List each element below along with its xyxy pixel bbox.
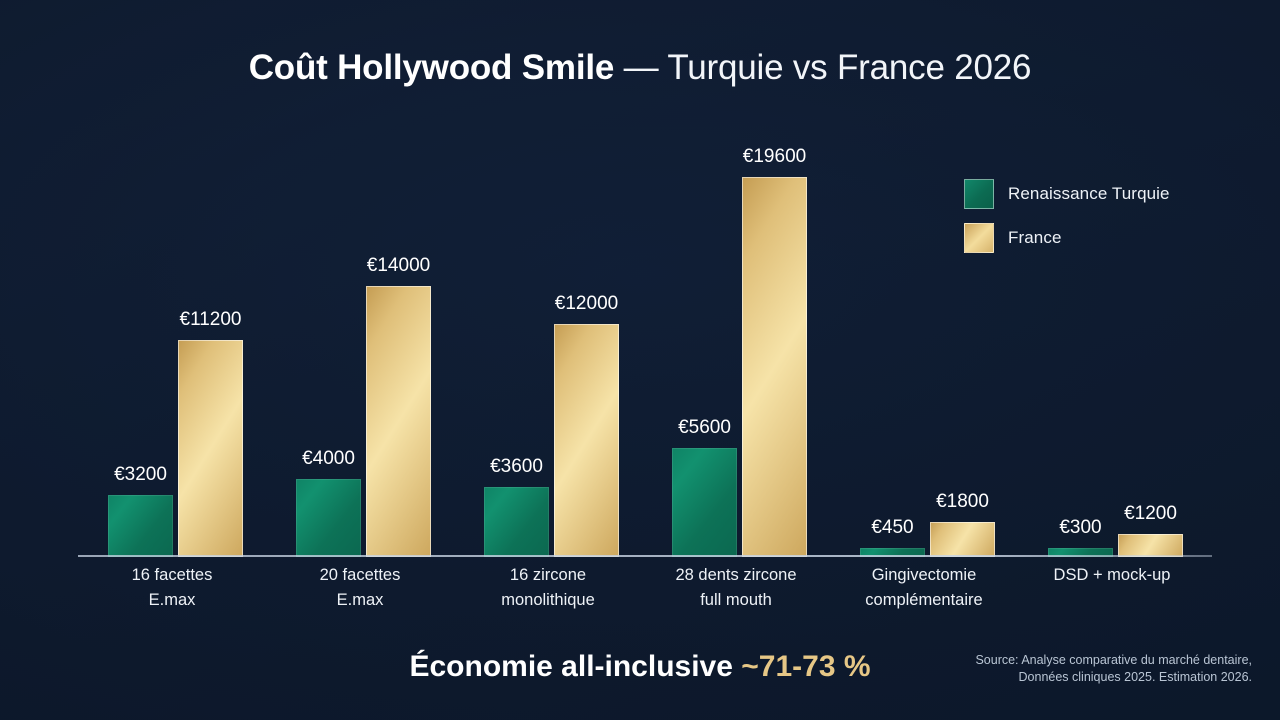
- bar-value-label-france-1: €11200: [179, 309, 242, 330]
- savings-headline: Économie all-inclusive ~71-73 %: [0, 650, 1280, 684]
- category-label-line: Gingivectomie: [871, 566, 977, 584]
- page-title: Coût Hollywood Smile — Turquie vs France…: [0, 46, 1280, 90]
- bar-france-4[interactable]: [742, 177, 807, 557]
- bar-turquie-6[interactable]: [1048, 548, 1113, 557]
- bar-value-label-turquie-2: €4000: [302, 448, 355, 469]
- bar-value-label-france-5: €1800: [936, 491, 989, 512]
- bar-value-label-france-4: €19600: [742, 146, 807, 167]
- page-title-strong: Coût Hollywood Smile: [248, 48, 615, 87]
- bar-wrapper-france-1: €11200: [178, 120, 243, 557]
- bar-value-label-france-2: €14000: [366, 255, 431, 276]
- bar-group-4: €5600 €19600 28 dents zircone full mouth: [642, 120, 830, 609]
- bar-wrapper-renaissance-turquie-1: €3200: [108, 120, 173, 557]
- bar-wrapper-france-6: €1200: [1118, 120, 1183, 557]
- category-label-line: E.max: [148, 591, 196, 609]
- category-label-5: Gingivectomie complémentaire: [816, 563, 1032, 613]
- bar-wrapper-france-3: €12000: [554, 120, 619, 557]
- category-label-line: complémentaire: [865, 591, 983, 609]
- category-label-1: 16 facettes E.max: [64, 563, 280, 613]
- page-title-light: — Turquie vs France 2026: [614, 48, 1032, 87]
- bar-france-1[interactable]: [178, 340, 243, 557]
- legend-swatch-icon-france: [964, 223, 994, 253]
- bar-turquie-2[interactable]: [296, 479, 361, 557]
- bar-group-5: €450 €1800 Gingivectomie complémentaire: [830, 120, 1018, 609]
- bar-france-3[interactable]: [554, 324, 619, 557]
- bar-value-label-turquie-5: €450: [871, 517, 914, 538]
- category-label-3: 16 zircone monolithique: [440, 563, 656, 613]
- bar-value-label-turquie-6: €300: [1059, 517, 1102, 538]
- category-label-2: 20 facettes E.max: [252, 563, 468, 613]
- bar-chart-plot-area: €3200 €11200 16 facettes E.max €4000 €14000 20…: [78, 120, 1212, 609]
- category-label-line: 20 facettes: [319, 566, 401, 584]
- source-note: Source: Analyse comparative du marché de…: [952, 652, 1252, 686]
- bar-wrapper-renaissance-turquie-2: €4000: [296, 120, 361, 557]
- category-label-line: 16 zircone: [509, 566, 587, 584]
- bar-value-label-turquie-4: €5600: [678, 417, 731, 438]
- bar-wrapper-france-4: €19600: [742, 120, 807, 557]
- bar-france-6[interactable]: [1118, 534, 1183, 557]
- bar-value-label-turquie-1: €3200: [114, 464, 167, 485]
- bar-turquie-3[interactable]: [484, 487, 549, 557]
- bar-wrapper-renaissance-turquie-4: €5600: [672, 120, 737, 557]
- bar-group-3: €3600 €12000 16 zircone monolithique: [454, 120, 642, 609]
- category-label-line: DSD + mock-up: [1053, 566, 1171, 584]
- bar-group-1: €3200 €11200 16 facettes E.max: [78, 120, 266, 609]
- category-label-line: 16 facettes: [131, 566, 213, 584]
- bar-turquie-4[interactable]: [672, 448, 737, 557]
- category-label-line: 28 dents zircone: [675, 566, 797, 584]
- bar-group-2: €4000 €14000 20 facettes E.max: [266, 120, 454, 609]
- savings-headline-text: Économie all-inclusive: [409, 650, 742, 683]
- savings-headline-value: ~71-73 %: [741, 650, 871, 683]
- bar-value-label-turquie-3: €3600: [490, 456, 543, 477]
- legend-swatch-icon-turquie: [964, 179, 994, 209]
- bar-value-label-france-6: €1200: [1124, 503, 1177, 524]
- category-label-4: 28 dents zircone full mouth: [628, 563, 844, 613]
- legend-label-france: France: [1008, 228, 1062, 247]
- source-line-2: Données cliniques 2025. Estimation 2026.: [1018, 670, 1252, 684]
- bar-group-6: €300 €1200 DSD + mock-up: [1018, 120, 1206, 584]
- bar-france-5[interactable]: [930, 522, 995, 557]
- bar-france-2[interactable]: [366, 286, 431, 557]
- source-line-1: Source: Analyse comparative du marché de…: [975, 653, 1252, 667]
- bar-wrapper-france-5: €1800: [930, 120, 995, 557]
- bar-wrapper-france-2: €14000: [366, 120, 431, 557]
- category-label-6: DSD + mock-up: [1004, 563, 1220, 588]
- chart-legend: Renaissance Turquie France: [964, 172, 1244, 260]
- category-label-line: E.max: [336, 591, 384, 609]
- legend-label-turquie: Renaissance Turquie: [1008, 184, 1170, 203]
- bar-wrapper-renaissance-turquie-3: €3600: [484, 120, 549, 557]
- chart-baseline-axis: [78, 555, 1212, 557]
- legend-item-renaissance-turquie[interactable]: Renaissance Turquie: [964, 172, 1244, 216]
- bar-value-label-france-3: €12000: [554, 293, 619, 314]
- bar-turquie-1[interactable]: [108, 495, 173, 557]
- bar-wrapper-renaissance-turquie-6: €300: [1048, 120, 1113, 557]
- category-label-line: monolithique: [501, 591, 595, 609]
- category-label-line: full mouth: [700, 591, 772, 609]
- legend-item-france[interactable]: France: [964, 216, 1244, 260]
- bar-wrapper-renaissance-turquie-5: €450: [860, 120, 925, 557]
- bar-turquie-5[interactable]: [860, 548, 925, 557]
